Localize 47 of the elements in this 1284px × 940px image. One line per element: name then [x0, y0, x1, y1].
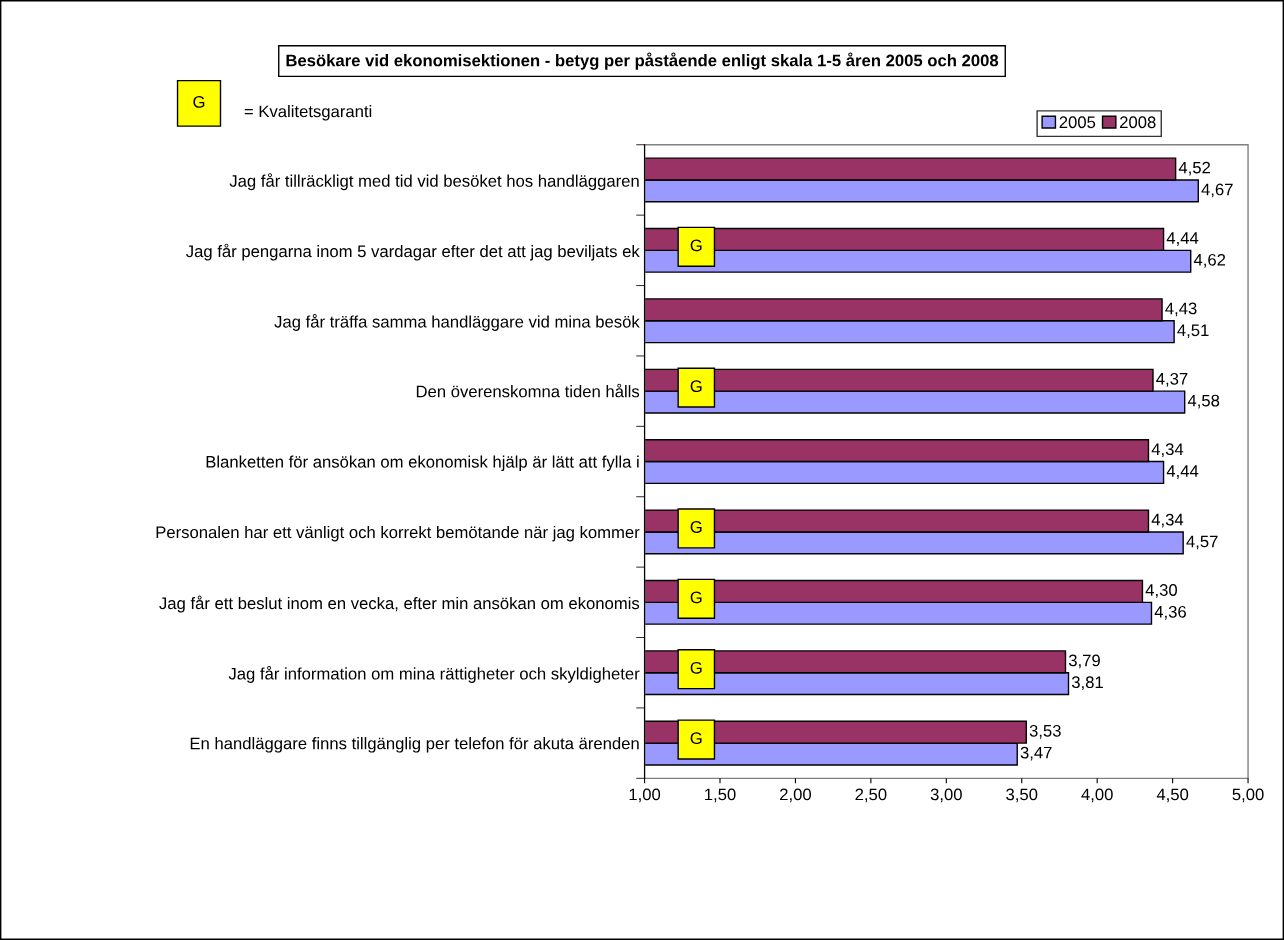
- text: = Kvalitetsgaranti: [244, 105, 372, 121]
- data-label: 4,67: [1201, 183, 1233, 198]
- data-label: 4,37: [1156, 372, 1188, 387]
- y-tick-label: Jag får pengarna inom 5 vardagar efter det att jag beviljats ek: [186, 243, 640, 261]
- data-label: 3,79: [1068, 654, 1100, 669]
- x-tick-label: 5,00: [1232, 788, 1264, 803]
- annotation: G: [690, 732, 702, 745]
- x-tick-label: 3,00: [930, 788, 962, 803]
- y-tick-label: Jag får tillräckligt med tid vid besöket hos handläggaren: [229, 173, 639, 191]
- x-tick-label: 1,00: [629, 788, 661, 803]
- data-label: 3,53: [1029, 724, 1061, 739]
- data-label: 3,81: [1071, 676, 1103, 691]
- annotation: G: [690, 591, 702, 604]
- x-tick-label: 1,50: [705, 788, 736, 803]
- y-tick-label: Den överenskomna tiden hålls: [416, 383, 640, 398]
- x-tick-label: 3,50: [1006, 788, 1038, 803]
- annotation: G: [690, 380, 702, 393]
- y-tick-label: Jag får träffa samma handläggare vid mina besök: [274, 314, 640, 331]
- y-tick-label: En handläggare finns tillgänglig per telefon för akuta ärenden: [190, 737, 639, 753]
- data-label: 4,36: [1154, 605, 1186, 620]
- y-tick-label: Jag får ett beslut inom en vecka, efter min ansökan om ekonomis: [159, 595, 640, 613]
- y-tick-label: Personalen har ett vänligt och korrekt bemötande när jag kommer: [156, 525, 640, 542]
- chart-title: Besökare vid ekonomisektionen - betyg per påstående enligt skala 1-5 åren 2005 och 2008: [286, 52, 999, 70]
- data-label: 4,44: [1166, 232, 1199, 246]
- data-label: 4,58: [1187, 394, 1220, 409]
- data-label: 4,44: [1166, 465, 1199, 479]
- legend-label: 2008: [1120, 116, 1156, 129]
- annotation: G: [690, 661, 702, 674]
- x-tick-label: 4,50: [1156, 788, 1189, 803]
- data-label: 4,52: [1178, 161, 1211, 176]
- y-tick-label: Blanketten för ansökan om ekonomisk hjälp är lätt att fylla i: [206, 455, 639, 472]
- y-tick-label: Jag får information om mina rättigheter och skyldigheter: [228, 666, 640, 683]
- annotation: G: [690, 521, 702, 533]
- data-label: 4,43: [1165, 302, 1197, 317]
- x-tick-label: 2,50: [855, 788, 887, 803]
- text: G: [193, 96, 205, 108]
- data-label: 4,57: [1186, 535, 1218, 550]
- x-tick-label: 4,00: [1081, 788, 1113, 803]
- annotation: G: [690, 239, 702, 252]
- data-label: 4,30: [1145, 584, 1177, 598]
- data-label: 4,62: [1193, 253, 1226, 268]
- data-label: 4,34: [1151, 443, 1184, 458]
- x-tick-label: 2,00: [780, 788, 812, 803]
- data-label: 3,47: [1020, 746, 1052, 761]
- legend-label: 2005: [1059, 116, 1096, 129]
- data-label: 4,34: [1151, 513, 1184, 528]
- data-label: 4,51: [1177, 324, 1209, 339]
